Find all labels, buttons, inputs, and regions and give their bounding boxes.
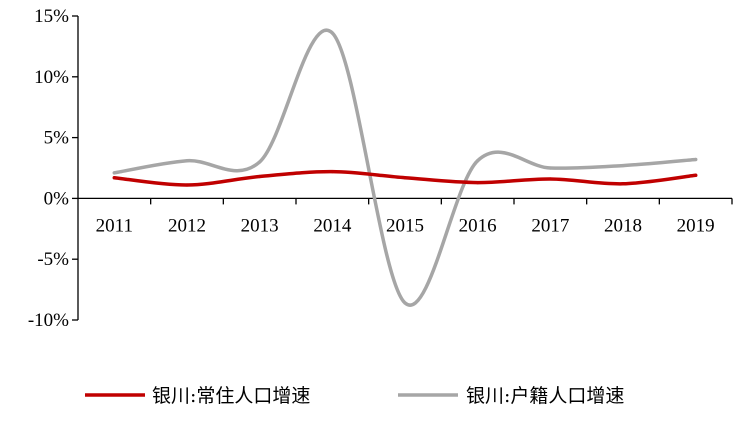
series-points [112, 170, 698, 187]
y-axis-ticks: 15% 10% 5% 0% -5% -10% [28, 6, 78, 331]
data-point [694, 173, 698, 177]
data-point [621, 182, 625, 186]
x-axis-ticks: 2011 2012 2013 2014 2015 2016 2017 2018 2019 [96, 198, 733, 236]
x-tick-label: 2016 [459, 215, 497, 236]
legend-item: 银川:常住人口增速 [85, 385, 310, 407]
series-line-registered-growth [112, 28, 698, 307]
data-point [548, 166, 552, 170]
x-tick-label: 2017 [531, 215, 569, 236]
data-point [476, 180, 480, 185]
x-tick-label: 2014 [313, 215, 352, 236]
axes [77, 16, 732, 320]
legend-label: 银川:常住人口增速 [152, 385, 310, 407]
y-tick-label: -5% [37, 249, 69, 270]
x-tick-label: 2019 [677, 215, 715, 236]
series-layer [112, 28, 698, 307]
data-point [694, 157, 698, 162]
legend: 银川:常住人口增速 银川:户籍人口增速 [85, 385, 624, 407]
x-tick-label: 2011 [96, 215, 133, 236]
y-tick-label: 10% [34, 67, 69, 88]
data-point [258, 174, 262, 179]
series-points [112, 31, 698, 305]
data-point [330, 170, 334, 174]
data-point [112, 176, 116, 180]
legend-item: 银川:户籍人口增速 [398, 385, 624, 407]
x-tick-label: 2013 [241, 215, 279, 236]
data-point [185, 183, 189, 187]
data-point [403, 301, 407, 305]
data-point [403, 176, 407, 180]
x-tick-label: 2012 [168, 215, 206, 236]
data-point [258, 160, 262, 164]
data-point [330, 31, 334, 35]
data-point [476, 159, 480, 163]
data-point [621, 163, 625, 168]
data-point [185, 159, 189, 163]
y-tick-label: 5% [44, 128, 70, 149]
data-point [112, 171, 116, 175]
y-tick-label: 0% [44, 188, 70, 209]
y-tick-label: 15% [34, 6, 69, 27]
x-tick-label: 2015 [386, 215, 424, 236]
y-tick-label: -10% [28, 310, 69, 331]
legend-label: 银川:户籍人口增速 [466, 385, 624, 407]
data-point [548, 177, 552, 181]
x-tick-label: 2018 [604, 215, 642, 236]
